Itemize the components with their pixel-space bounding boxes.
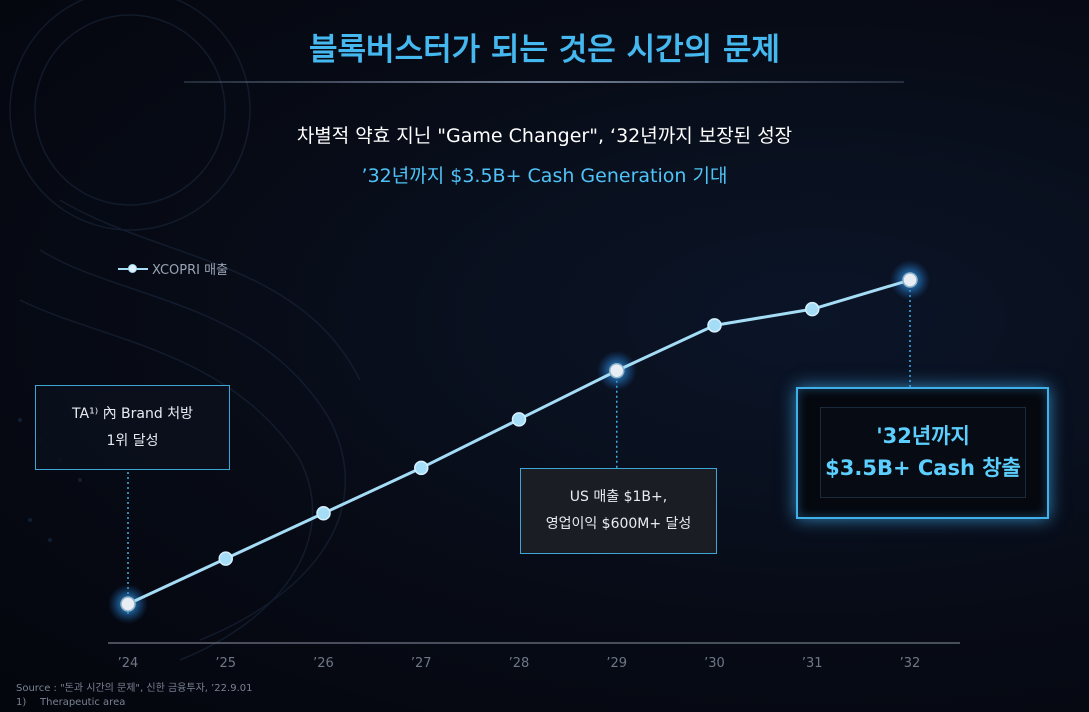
legend-label: XCOPRI 매출: [152, 263, 229, 278]
annotation-cash-line1: '32년까지: [876, 424, 970, 448]
footnote-text: Therapeutic area: [40, 697, 126, 708]
title-divider: [184, 81, 904, 83]
legend-line-marker-icon: [118, 263, 148, 275]
page-title: 블록버스터가 되는 것은 시간의 문제: [309, 32, 780, 68]
footnote-number: 1): [16, 697, 27, 708]
x-tick-label-7: ’31: [802, 656, 823, 671]
data-point-5: [609, 362, 625, 379]
chart-legend: XCOPRI 매출: [118, 259, 228, 278]
x-tick-label-2: ’26: [313, 656, 334, 671]
source-note: Source : "돈과 시간의 문제", 신한 금융투자, ’22.9.01: [16, 683, 253, 694]
annotation-us-revenue: US 매출 $1B+, 영업이익 $600M+ 달성: [520, 468, 717, 554]
annotation-brand-rank: TA¹⁾ 內 Brand 처방 1위 달성: [35, 385, 230, 470]
data-point-0: [120, 596, 136, 612]
annotation-us-revenue-line2: 영업이익 $600M+ 달성: [545, 516, 692, 532]
data-point-7: [805, 301, 820, 317]
data-point-4: [511, 412, 527, 427]
x-tick-label-5: ’29: [606, 656, 627, 671]
x-tick-label-0: ’24: [118, 656, 139, 671]
x-tick-label-4: ’28: [509, 656, 530, 671]
subtitle: 차별적 약효 지닌 "Game Changer", ‘32년까지 보장된 성장: [296, 125, 793, 147]
annotation-cash-generation-inner: '32년까지 $3.5B+ Cash 창출: [820, 407, 1026, 498]
x-tick-label-8: ’32: [900, 656, 921, 671]
footnote: 1) Therapeutic area: [16, 696, 125, 710]
x-tick-label-3: ’27: [411, 656, 432, 671]
data-point-2: [316, 506, 331, 521]
subtitle-highlight: ’32년까지 $3.5B+ Cash Generation 기대: [361, 165, 728, 187]
annotation-brand-rank-line1: TA¹⁾ 內 Brand 처방: [72, 406, 193, 422]
data-point-6: [707, 318, 722, 333]
annotation-cash-generation: '32년까지 $3.5B+ Cash 창출: [796, 387, 1049, 519]
data-point-3: [414, 460, 429, 476]
x-tick-label-6: ’30: [704, 656, 725, 671]
annotation-cash-line2: $3.5B+ Cash 창출: [825, 456, 1021, 480]
data-point-8: [902, 272, 918, 288]
series-line-xcopri: [127, 278, 911, 606]
x-tick-label-1: ’25: [215, 656, 236, 671]
annotation-us-revenue-line1: US 매출 $1B+,: [569, 489, 668, 505]
data-point-1: [218, 551, 233, 566]
annotation-brand-rank-line2: 1위 달성: [106, 433, 159, 449]
